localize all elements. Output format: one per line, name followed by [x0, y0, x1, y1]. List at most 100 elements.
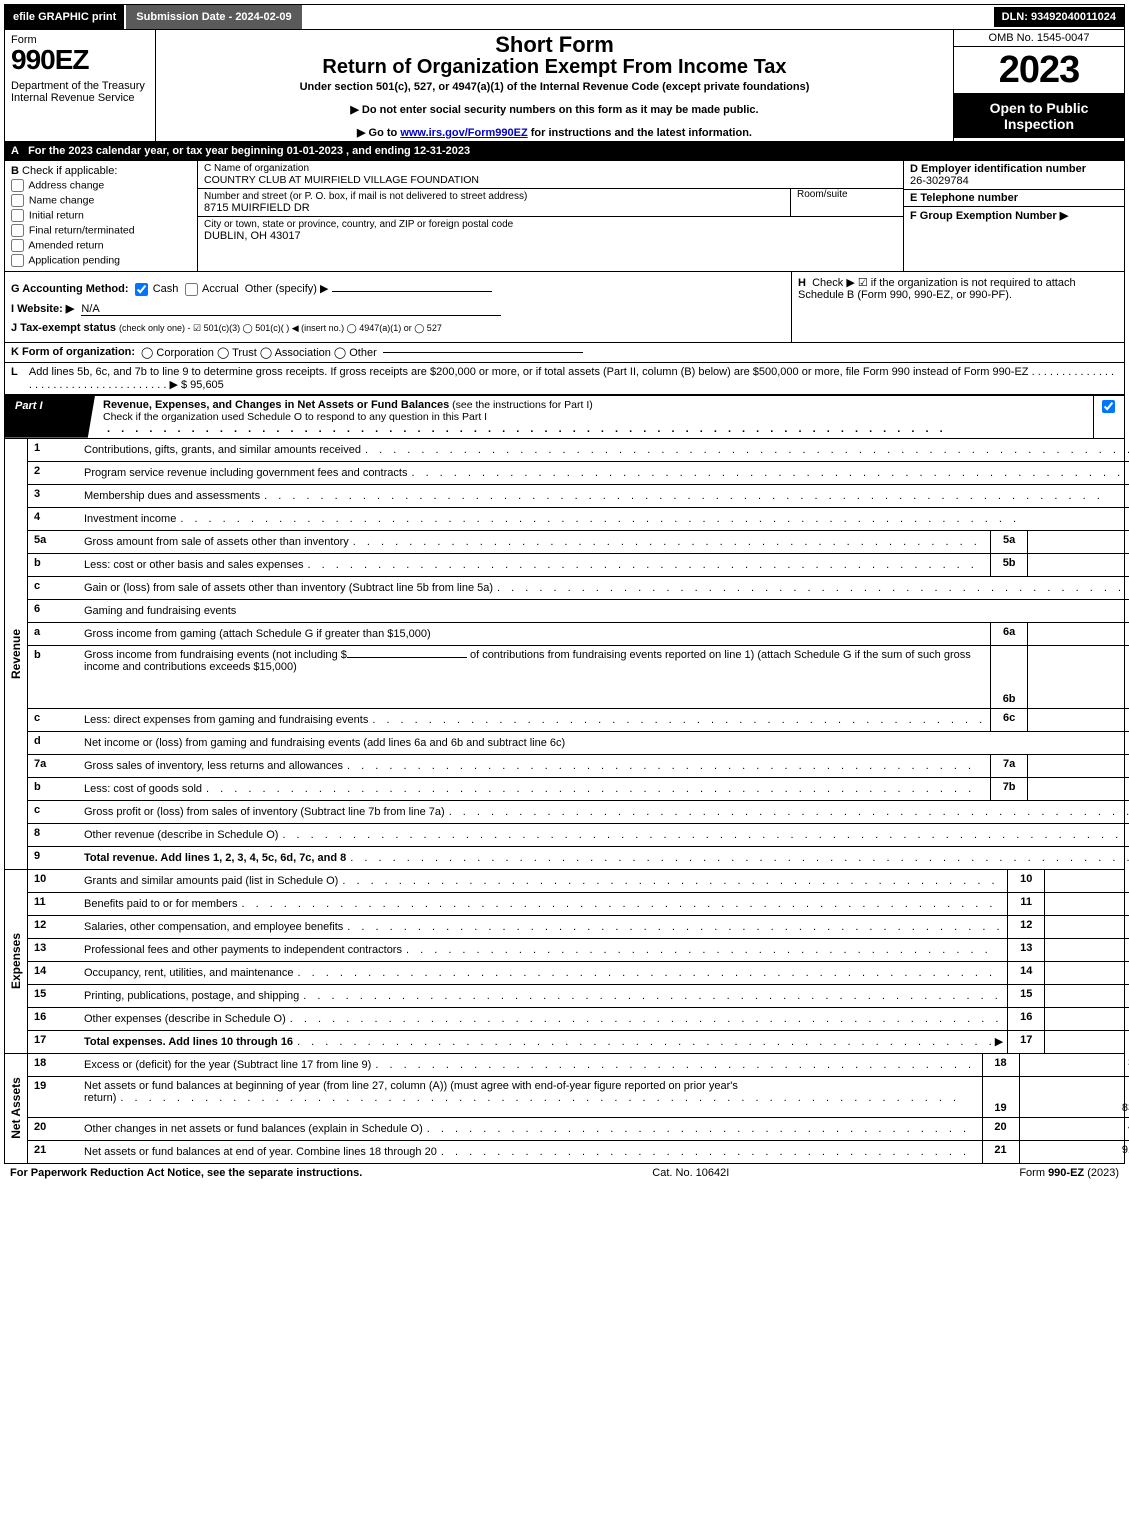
val-15: [1044, 985, 1129, 1007]
f-label: F Group Exemption Number ▶: [910, 210, 1068, 222]
note2-pre: ▶ Go to: [357, 127, 400, 139]
expenses-table: Expenses 10Grants and similar amounts pa…: [5, 870, 1124, 1054]
l-text: Add lines 5b, 6c, and 7b to line 9 to de…: [29, 366, 1118, 391]
chk-amended-return[interactable]: Amended return: [11, 239, 191, 252]
note-ssn: ▶ Do not enter social security numbers o…: [164, 103, 945, 116]
val-12: [1044, 916, 1129, 938]
header-center: Short Form Return of Organization Exempt…: [156, 30, 953, 141]
info-grid: B Check if applicable: Address change Na…: [5, 161, 1124, 272]
g-label: G Accounting Method:: [11, 283, 129, 295]
omb-number: OMB No. 1545-0047: [954, 30, 1124, 47]
val-19: 83,359: [1019, 1077, 1129, 1117]
g-h-row: G Accounting Method: Cash Accrual Other …: [5, 272, 1124, 343]
top-bar: efile GRAPHIC print Submission Date - 20…: [4, 4, 1125, 30]
val-6b: 43,244: [1028, 646, 1129, 708]
efile-print-button[interactable]: efile GRAPHIC print: [5, 5, 124, 29]
j-rest: (check only one) - ☑ 501(c)(3) ◯ 501(c)(…: [119, 323, 442, 333]
h-text: Check ▶ ☑ if the organization is not req…: [798, 277, 1076, 301]
org-name-cell: C Name of organization COUNTRY CLUB AT M…: [198, 161, 903, 189]
expenses-side-label: Expenses: [5, 870, 28, 1053]
page-footer: For Paperwork Reduction Act Notice, see …: [4, 1164, 1125, 1182]
cash-label: Cash: [153, 283, 179, 295]
netassets-table: Net Assets 18Excess or (deficit) for the…: [5, 1054, 1124, 1163]
submission-date: Submission Date - 2024-02-09: [124, 5, 301, 29]
e-label: E Telephone number: [910, 192, 1018, 204]
section-b: B Check if applicable: Address change Na…: [5, 161, 198, 271]
val-7a: [1028, 755, 1129, 777]
i-label: I Website: ▶: [11, 303, 74, 315]
val-18: 3,539: [1019, 1054, 1129, 1076]
part1-label: Part I: [5, 396, 95, 438]
street-value: 8715 MUIRFIELD DR: [204, 202, 784, 214]
letter-a: A: [11, 145, 25, 157]
footer-left: For Paperwork Reduction Act Notice, see …: [10, 1167, 362, 1179]
street-cell: Number and street (or P. O. box, if mail…: [198, 189, 903, 217]
val-21: 91,763: [1019, 1141, 1129, 1163]
section-l: L Add lines 5b, 6c, and 7b to line 9 to …: [5, 363, 1124, 395]
header-right: OMB No. 1545-0047 2023 Open to Public In…: [953, 30, 1124, 141]
l-letter: L: [11, 366, 23, 378]
revenue-side-label: Revenue: [5, 439, 28, 869]
tax-year: 2023: [954, 47, 1124, 93]
chk-cash[interactable]: [135, 283, 148, 296]
form-subtitle: Under section 501(c), 527, or 4947(a)(1)…: [164, 81, 945, 93]
chk-final-return[interactable]: Final return/terminated: [11, 224, 191, 237]
d-label: D Employer identification number: [910, 163, 1086, 175]
open-to-public: Open to Public Inspection: [954, 93, 1124, 138]
val-6c: 3,204: [1028, 709, 1129, 731]
val-10: 87,316: [1044, 870, 1129, 892]
street-label: Number and street (or P. O. box, if mail…: [204, 191, 784, 202]
j-label: J Tax-exempt status: [11, 322, 116, 334]
val-13: [1044, 939, 1129, 961]
section-k: K Form of organization: ◯ Corporation ◯ …: [5, 343, 1124, 363]
val-5b: 0: [1028, 554, 1129, 576]
val-14: [1044, 962, 1129, 984]
city-cell: City or town, state or province, country…: [198, 217, 903, 271]
part1-header: Part I Revenue, Expenses, and Changes in…: [5, 395, 1124, 439]
val-5a: [1028, 531, 1129, 553]
tax-year-range: For the 2023 calendar year, or tax year …: [28, 145, 470, 157]
top-left: efile GRAPHIC print Submission Date - 20…: [5, 5, 302, 29]
org-name: COUNTRY CLUB AT MUIRFIELD VILLAGE FOUNDA…: [204, 174, 479, 186]
k-rest: ◯ Corporation ◯ Trust ◯ Association ◯ Ot…: [141, 346, 377, 359]
c-name-label: C Name of organization: [204, 163, 309, 174]
revenue-table: Revenue 1Contributions, gifts, grants, a…: [5, 439, 1124, 870]
h-letter: H: [798, 277, 806, 289]
part1-checkbox[interactable]: [1093, 396, 1124, 438]
city-label: City or town, state or province, country…: [204, 219, 513, 230]
form-number: 990EZ: [11, 46, 149, 74]
b-label: Check if applicable:: [22, 165, 117, 177]
section-g: G Accounting Method: Cash Accrual Other …: [5, 272, 791, 342]
chk-address-change[interactable]: Address change: [11, 179, 191, 192]
section-d: D Employer identification number 26-3029…: [903, 161, 1124, 271]
chk-initial-return[interactable]: Initial return: [11, 209, 191, 222]
footer-cat: Cat. No. 10642I: [652, 1167, 729, 1179]
section-h: H Check ▶ ☑ if the organization is not r…: [791, 272, 1124, 342]
header-left: Form 990EZ Department of the Treasury In…: [5, 30, 156, 141]
section-a: A For the 2023 calendar year, or tax yea…: [5, 142, 1124, 161]
accrual-label: Accrual: [202, 283, 239, 295]
chk-application-pending[interactable]: Application pending: [11, 254, 191, 267]
note-link: ▶ Go to www.irs.gov/Form990EZ for instru…: [164, 126, 945, 139]
val-6a: [1028, 623, 1129, 645]
part1-check-note: Check if the organization used Schedule …: [103, 411, 487, 423]
val-20: 4,865: [1019, 1118, 1129, 1140]
other-label: Other (specify) ▶: [245, 283, 329, 295]
section-c: C Name of organization COUNTRY CLUB AT M…: [198, 161, 903, 271]
val-11: [1044, 893, 1129, 915]
chk-accrual[interactable]: [185, 283, 198, 296]
ein-cell: D Employer identification number 26-3029…: [904, 161, 1124, 190]
netassets-side-label: Net Assets: [5, 1054, 28, 1163]
ein-value: 26-3029784: [910, 175, 1118, 187]
form-title-2: Return of Organization Exempt From Incom…: [164, 56, 945, 79]
city-value: DUBLIN, OH 43017: [204, 230, 301, 242]
part1-title: Revenue, Expenses, and Changes in Net As…: [95, 396, 1093, 438]
website-value: N/A: [81, 303, 501, 316]
note2-post: for instructions and the latest informat…: [528, 127, 752, 139]
irs-link[interactable]: www.irs.gov/Form990EZ: [400, 127, 527, 139]
val-16: 1,546: [1044, 1008, 1129, 1030]
footer-right: Form 990-EZ (2023): [1019, 1167, 1119, 1179]
form-header: Form 990EZ Department of the Treasury In…: [5, 30, 1124, 142]
val-17: 88,862: [1044, 1031, 1129, 1053]
chk-name-change[interactable]: Name change: [11, 194, 191, 207]
